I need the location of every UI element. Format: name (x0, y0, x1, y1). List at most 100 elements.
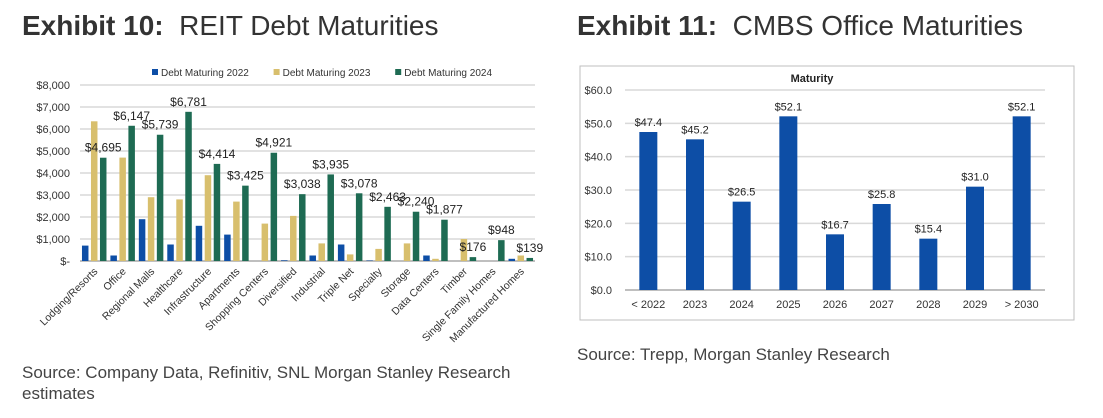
bar (686, 139, 704, 290)
chart-title: Maturity (791, 73, 835, 85)
bar (732, 201, 751, 290)
x-tick-label: 2023 (683, 299, 707, 311)
bar (639, 132, 658, 290)
bar-debt-maturing-2022 (423, 255, 430, 261)
bar-debt-maturing-2024 (270, 152, 278, 261)
y-tick-label: $2,000 (36, 212, 70, 224)
data-label: $6,781 (170, 95, 207, 109)
bar (779, 116, 798, 290)
data-label: $31.0 (961, 172, 989, 184)
legend-label: Debt Maturing 2023 (283, 68, 371, 79)
bar-debt-maturing-2022 (281, 260, 288, 261)
bar-debt-maturing-2024 (128, 125, 135, 262)
data-label: $6,147 (113, 109, 150, 123)
bar-debt-maturing-2022 (138, 219, 146, 261)
y-tick-label: $4,000 (36, 168, 70, 180)
y-tick-label: $20.0 (584, 218, 612, 230)
data-label: $25.8 (868, 189, 896, 201)
y-tick-label: $0.0 (591, 285, 612, 297)
exhibit10-label: Exhibit 10: (22, 10, 164, 41)
bar-debt-maturing-2023 (233, 201, 240, 261)
bar-debt-maturing-2024 (213, 163, 221, 261)
y-tick-label: $- (60, 256, 70, 268)
bar (919, 238, 938, 290)
chart-border (579, 65, 1075, 321)
exhibit10-source: Source: Company Data, Refinitiv, SNL Mor… (22, 363, 511, 403)
x-tick-label: 2025 (776, 299, 800, 311)
bar-debt-maturing-2024 (242, 185, 249, 261)
legend-swatch (395, 69, 402, 75)
bar-debt-maturing-2023 (403, 243, 411, 261)
x-tick-label: Lodging/Resorts (38, 266, 101, 329)
y-tick-label: $3,000 (36, 190, 70, 202)
exhibit11-label: Exhibit 11: (577, 10, 718, 41)
data-label: $2,463 (369, 190, 406, 204)
x-tick-label: 2029 (963, 299, 987, 311)
y-tick-label: $6,000 (36, 124, 70, 136)
legend-swatch (273, 69, 280, 75)
bar-debt-maturing-2023 (261, 223, 269, 261)
bar-debt-maturing-2023 (460, 239, 468, 261)
data-label: $1,877 (426, 203, 463, 217)
data-label: $47.4 (635, 117, 663, 129)
bar-debt-maturing-2022 (110, 255, 117, 261)
bar-debt-maturing-2022 (81, 245, 89, 261)
x-tick-label: < 2022 (631, 299, 665, 311)
data-label: $948 (488, 223, 515, 237)
data-label: $3,078 (341, 176, 378, 190)
bar-debt-maturing-2024 (498, 240, 505, 261)
bar-debt-maturing-2023 (176, 199, 183, 261)
bar-debt-maturing-2022 (167, 244, 174, 261)
bar-debt-maturing-2022 (337, 244, 345, 261)
bar-debt-maturing-2023 (318, 243, 325, 261)
bar-debt-maturing-2023 (90, 121, 98, 261)
bar-debt-maturing-2022 (224, 234, 231, 261)
bar-debt-maturing-2022 (508, 258, 516, 261)
bar-debt-maturing-2024 (185, 111, 192, 262)
bar (826, 234, 844, 290)
bar-debt-maturing-2023 (147, 197, 155, 261)
data-label: $176 (460, 240, 487, 254)
bar-debt-maturing-2024 (469, 257, 477, 261)
y-tick-label: $7,000 (36, 102, 70, 114)
bar-debt-maturing-2023 (119, 157, 126, 261)
bar-debt-maturing-2022 (195, 225, 203, 261)
bar-debt-maturing-2022 (309, 255, 316, 261)
x-tick-label: 2028 (916, 299, 940, 311)
data-label: $15.4 (915, 224, 943, 236)
x-tick-label: 2024 (729, 299, 753, 311)
bar (872, 204, 891, 290)
exhibit11-title-text: CMBS Office Maturities (732, 10, 1024, 41)
y-tick-label: $5,000 (36, 146, 70, 158)
y-tick-label: $50.0 (584, 118, 612, 130)
exhibit10-title-text: REIT Debt Maturities (179, 10, 439, 41)
y-tick-label: $10.0 (584, 252, 612, 264)
data-label: $139 (516, 241, 543, 255)
bar-debt-maturing-2024 (327, 174, 334, 261)
legend-label: Debt Maturing 2022 (161, 68, 249, 79)
bar-debt-maturing-2024 (99, 157, 107, 261)
bar-debt-maturing-2024 (412, 211, 420, 261)
bar-debt-maturing-2024 (526, 257, 534, 261)
bar-debt-maturing-2023 (375, 248, 382, 261)
data-label: $52.1 (775, 101, 803, 113)
data-label: $16.7 (821, 219, 849, 231)
bar-debt-maturing-2024 (384, 206, 391, 261)
x-tick-label: > 2030 (1005, 299, 1039, 311)
data-label: $4,921 (255, 136, 292, 150)
y-tick-label: $1,000 (36, 234, 70, 246)
legend-swatch (152, 69, 158, 75)
bar-debt-maturing-2023 (432, 258, 439, 261)
data-label: $26.5 (728, 187, 756, 199)
legend-label: Debt Maturing 2024 (404, 68, 492, 79)
bar-debt-maturing-2024 (355, 193, 363, 261)
data-label: $3,038 (284, 177, 321, 191)
exhibit11-title: Exhibit 11: CMBS Office Maturities (577, 10, 1023, 42)
data-label: $3,425 (227, 169, 264, 183)
bar-debt-maturing-2024 (156, 134, 164, 261)
data-label: $5,739 (142, 118, 179, 132)
bar (1012, 116, 1031, 290)
bar-debt-maturing-2023 (290, 215, 297, 261)
data-label: $52.1 (1008, 101, 1036, 113)
